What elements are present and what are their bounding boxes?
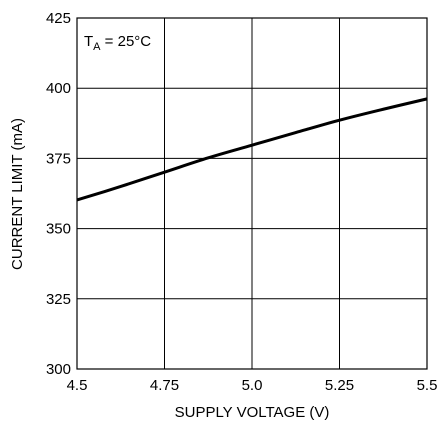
series-line: [76, 97, 428, 202]
annotation-sub: A: [93, 41, 101, 53]
x-tick-label-4: 5.5: [417, 377, 438, 394]
grid: [76, 17, 428, 370]
y-tick-label-3: 375: [46, 150, 71, 167]
x-tick-labels: 4.5 4.75 5.0 5.25 5.5: [67, 377, 438, 394]
plot-frame: [76, 17, 428, 370]
y-tick-label-1: 325: [46, 291, 71, 308]
x-tick-label-2: 5.0: [242, 377, 263, 394]
annotation-main: T: [84, 33, 93, 50]
annotation-rest: = 25°C: [101, 33, 152, 50]
x-axis-label: SUPPLY VOLTAGE (V): [175, 404, 330, 421]
temperature-annotation: TA = 25°C: [84, 33, 151, 53]
y-tick-label-0: 300: [46, 361, 71, 378]
x-tick-label-1: 4.75: [150, 377, 179, 394]
y-tick-label-2: 350: [46, 221, 71, 238]
y-tick-label-5: 425: [46, 10, 71, 27]
y-tick-label-4: 400: [46, 80, 71, 97]
y-tick-labels: 300 325 350 375 400 425: [46, 10, 71, 378]
x-tick-label-3: 5.25: [325, 377, 354, 394]
y-axis-label: CURRENT LIMIT (mA): [9, 118, 26, 270]
x-tick-label-0: 4.5: [67, 377, 88, 394]
